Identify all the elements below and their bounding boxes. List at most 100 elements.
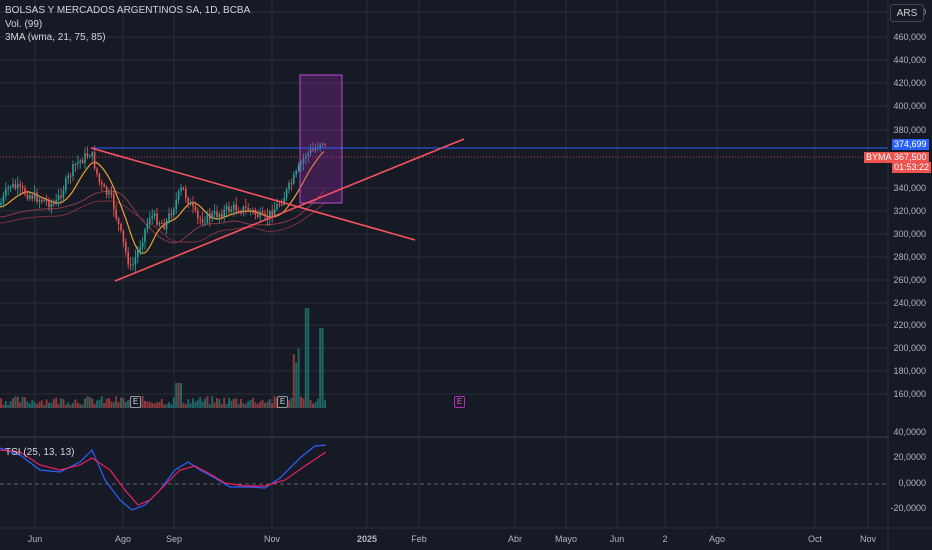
candle-body xyxy=(48,200,50,208)
descending-trendline[interactable] xyxy=(90,147,416,241)
volume-bar xyxy=(100,396,103,408)
volume-bar xyxy=(19,402,22,408)
volume-bar xyxy=(211,396,214,408)
candle-body xyxy=(158,223,161,225)
volume-bar xyxy=(36,404,38,408)
candle-body xyxy=(9,186,12,188)
price-tick-label: 180,000 xyxy=(893,366,926,376)
volume-bars xyxy=(0,308,326,408)
volume-bar xyxy=(16,396,19,408)
candle-body xyxy=(177,191,180,200)
earnings-marker-upcoming[interactable]: E xyxy=(454,396,465,408)
candle-body xyxy=(305,156,307,159)
volume-bar xyxy=(122,398,125,408)
candle-body xyxy=(141,242,144,248)
grid-lines xyxy=(0,0,888,528)
candle-body xyxy=(293,174,295,184)
drawing-tools[interactable] xyxy=(0,74,888,282)
candle-body xyxy=(170,213,173,216)
candle-body xyxy=(132,264,134,266)
earnings-marker[interactable]: E xyxy=(277,396,288,408)
volume-bar xyxy=(321,328,324,408)
price-tick-label: 420,000 xyxy=(893,78,926,88)
candle-body xyxy=(317,148,319,150)
tsi-axis[interactable]: 40,0000 20,0000 0,0000 -20,0000 xyxy=(890,427,926,513)
ascending-trendline[interactable] xyxy=(114,138,465,282)
volume-bar xyxy=(79,404,82,408)
candle-body xyxy=(120,223,122,231)
candle-body xyxy=(98,173,101,183)
volume-bar xyxy=(141,396,144,408)
candle-body xyxy=(295,170,297,175)
volume-bar xyxy=(52,399,55,408)
candle-body xyxy=(309,149,312,153)
candle-body xyxy=(24,188,26,195)
price-axis[interactable]: 480,000460,000440,000420,000400,000380,0… xyxy=(893,7,926,399)
candle-body xyxy=(113,194,115,210)
volume-bar xyxy=(21,396,24,408)
candle-body xyxy=(86,153,89,157)
target-box[interactable] xyxy=(299,74,343,204)
volume-bar xyxy=(314,402,317,408)
candle-body xyxy=(168,213,170,221)
candle-body xyxy=(163,223,165,230)
candle-body xyxy=(225,206,228,210)
candle-body xyxy=(41,199,43,202)
volume-bar xyxy=(182,402,185,408)
volume-indicator-label[interactable]: Vol. (99) xyxy=(5,19,43,30)
price-tick-label: 240,000 xyxy=(893,298,926,308)
candle-body xyxy=(302,158,305,164)
price-tick-label: 260,000 xyxy=(893,275,926,285)
price-tick-label: 220,000 xyxy=(893,320,926,330)
candle-body xyxy=(175,199,177,210)
candle-body xyxy=(192,202,194,207)
volume-bar xyxy=(256,403,259,408)
tsi-signal-line xyxy=(0,449,327,506)
target-price-tag: 374,699 xyxy=(892,139,929,150)
candle-body xyxy=(108,192,110,195)
candle-body xyxy=(209,213,211,219)
candle-body xyxy=(0,202,2,205)
candle-body xyxy=(60,195,62,198)
earnings-marker[interactable]: E xyxy=(130,396,141,408)
candle-body xyxy=(278,203,281,205)
volume-bar xyxy=(165,404,168,408)
volume-bar xyxy=(163,404,166,408)
price-tick-label: 280,000 xyxy=(893,252,926,262)
candle-body xyxy=(72,164,74,177)
volume-bar xyxy=(208,404,211,408)
candle-body xyxy=(314,148,317,151)
candle-body xyxy=(165,220,168,230)
volume-bar xyxy=(213,402,216,408)
time-axis[interactable]: Jun Ago Sep Nov 2025 Feb Abr Mayo Jun 2 Ago Oct Nov xyxy=(28,534,877,544)
candle-body xyxy=(67,175,69,179)
volume-bar xyxy=(189,403,192,408)
volume-bar xyxy=(148,401,151,408)
currency-selector[interactable]: ARS xyxy=(890,4,924,22)
volume-bar xyxy=(72,402,74,408)
volume-bar xyxy=(115,396,118,408)
volume-bar xyxy=(247,401,250,408)
candle-body xyxy=(14,183,17,189)
candle-body xyxy=(228,206,230,212)
volume-bar xyxy=(7,404,10,408)
ticker-tag: BYMA xyxy=(864,152,894,163)
candle-body xyxy=(122,230,125,242)
symbol-title[interactable]: BOLSAS Y MERCADOS ARGENTINOS SA, 1D, BCB… xyxy=(5,5,251,16)
tsi-lines xyxy=(0,444,327,511)
volume-bar xyxy=(271,403,274,408)
volume-bar xyxy=(91,398,94,408)
candle-body xyxy=(182,187,185,190)
candle-body xyxy=(266,215,269,219)
volume-bar xyxy=(268,399,271,408)
ma-indicator-label[interactable]: 3MA (wma, 21, 75, 85) xyxy=(5,32,106,43)
countdown-tag: 01:53:22 xyxy=(892,162,932,173)
volume-bar xyxy=(84,398,86,408)
candle-body xyxy=(254,210,257,215)
candle-body xyxy=(69,175,72,177)
tsi-indicator-label[interactable]: TSI (25, 13, 13) xyxy=(5,447,75,458)
candle-body xyxy=(5,189,7,196)
volume-bar xyxy=(43,404,46,408)
time-tick-label: Nov xyxy=(860,534,877,544)
